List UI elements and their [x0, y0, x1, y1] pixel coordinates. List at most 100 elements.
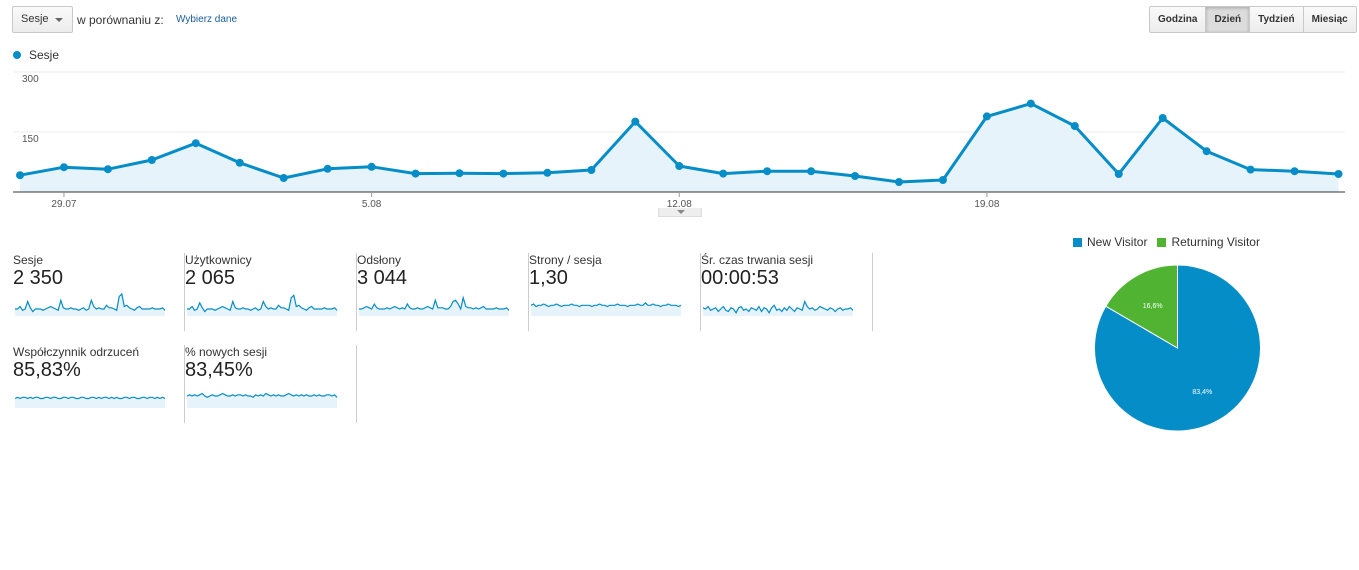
metric-tile-bounce-rate[interactable]: Współczynnik odrzuceń 85,83% — [13, 345, 185, 423]
chevron-down-icon — [677, 210, 685, 214]
legend-swatch — [1157, 237, 1167, 247]
legend-item-returning-visitor[interactable]: Returning Visitor — [1157, 235, 1260, 249]
data-point[interactable] — [851, 172, 860, 180]
visitor-type-pie-chart[interactable]: 83,4% 16,6% — [1090, 262, 1265, 437]
period-button-day[interactable]: Dzień — [1206, 7, 1251, 32]
metric-value: 3 044 — [357, 267, 408, 289]
data-point[interactable] — [1026, 99, 1035, 108]
data-point[interactable] — [1334, 170, 1343, 178]
metric-label: Śr. czas trwania sesji — [701, 253, 814, 267]
sparkline-line — [531, 301, 682, 308]
pie-slice-returning-visitor[interactable] — [1105, 264, 1178, 349]
sparkline-line — [15, 396, 166, 400]
pie-slice-label: 83,4% — [1192, 389, 1212, 396]
data-point[interactable] — [59, 163, 68, 172]
data-point[interactable] — [16, 171, 24, 180]
sparkline-line — [703, 299, 854, 314]
sessions-line-chart[interactable]: 300 150 29.07 5.08 12.08 19.08 — [0, 66, 1359, 208]
period-switcher: Godzina Dzień Tydzień Miesiąc — [1149, 6, 1357, 33]
x-tick-label: 5.08 — [362, 199, 382, 208]
metric-tile-sessions[interactable]: Sesje 2 350 — [13, 253, 185, 331]
data-point[interactable] — [895, 178, 903, 186]
data-point[interactable] — [1202, 147, 1211, 156]
data-point[interactable] — [279, 174, 288, 182]
period-button-week[interactable]: Tydzień — [1250, 7, 1304, 32]
x-tick-label: 19.08 — [974, 199, 999, 208]
tile-divider — [356, 345, 357, 423]
metric-select-value: Sesje — [21, 13, 49, 25]
data-point[interactable] — [763, 167, 772, 176]
sparkline-area — [187, 393, 337, 408]
data-point[interactable] — [323, 164, 332, 173]
data-point[interactable] — [982, 112, 991, 121]
metric-tile-users[interactable]: Użytkownicy 2 065 — [185, 253, 357, 331]
data-point[interactable] — [675, 162, 684, 170]
choose-data-link[interactable]: Wybierz dane — [176, 14, 238, 25]
data-point[interactable] — [411, 169, 420, 178]
sparkline — [15, 396, 166, 408]
data-point[interactable] — [1114, 170, 1123, 178]
tile-divider — [872, 253, 873, 331]
sparkline-area — [703, 301, 853, 316]
sparkline-area — [359, 297, 509, 316]
series-area — [20, 103, 1339, 192]
data-point[interactable] — [235, 158, 244, 167]
sparkline-line — [15, 292, 166, 313]
metric-tile-avg-session-duration[interactable]: Śr. czas trwania sesji 00:00:53 — [701, 253, 873, 331]
metric-label: Współczynnik odrzuceń — [13, 345, 140, 359]
pie-slice-label: 16,6% — [1143, 303, 1163, 310]
tile-divider — [356, 253, 357, 331]
sparkline-area — [15, 397, 165, 408]
series-points — [16, 99, 1343, 186]
metric-label: Odsłony — [357, 253, 402, 267]
data-point[interactable] — [1246, 165, 1255, 174]
data-point[interactable] — [938, 176, 947, 184]
data-point[interactable] — [499, 169, 508, 178]
compare-label: w porównaniu z: — [77, 13, 164, 27]
y-tick-label: 300 — [22, 74, 39, 85]
legend-item-new-visitor[interactable]: New Visitor — [1073, 235, 1147, 249]
sparkline — [703, 299, 854, 316]
data-point[interactable] — [1158, 114, 1167, 122]
x-tick-label: 12.08 — [667, 199, 692, 208]
sparkline-line — [359, 295, 510, 311]
series-dot-icon — [13, 51, 21, 59]
x-tick-label: 29.07 — [51, 199, 76, 208]
legend-label: Sesje — [29, 48, 60, 62]
data-point[interactable] — [631, 117, 640, 126]
data-point[interactable] — [543, 168, 552, 177]
period-button-hour[interactable]: Godzina — [1150, 7, 1207, 32]
chevron-down-icon — [55, 18, 63, 22]
sparkline-area — [531, 302, 681, 316]
chart-legend[interactable]: Sesje — [13, 48, 59, 62]
data-point[interactable] — [1290, 167, 1299, 176]
metric-tile-pages-per-session[interactable]: Strony / sesja 1,30 — [529, 253, 701, 331]
metric-tile-pageviews[interactable]: Odsłony 3 044 — [357, 253, 529, 331]
metric-label: % nowych sesji — [185, 345, 268, 359]
sparkline — [187, 392, 338, 408]
data-point[interactable] — [587, 166, 596, 174]
metric-select[interactable]: Sesje — [12, 6, 73, 33]
metric-value: 2 350 — [13, 267, 64, 289]
data-point[interactable] — [147, 156, 156, 164]
metric-label: Sesje — [13, 253, 44, 267]
sparkline — [359, 295, 510, 316]
tile-divider — [700, 253, 701, 331]
x-axis-ticks: 29.07 5.08 12.08 19.08 — [51, 192, 1000, 208]
sparkline — [15, 292, 166, 316]
period-button-month[interactable]: Miesiąc — [1303, 7, 1356, 32]
sparkline — [531, 301, 682, 316]
legend-swatch — [1073, 237, 1082, 247]
data-point[interactable] — [367, 162, 376, 171]
data-point[interactable] — [807, 167, 816, 176]
legend-label: New Visitor — [1087, 235, 1148, 249]
data-point[interactable] — [103, 165, 112, 174]
pie-legend: New Visitor Returning Visitor — [1073, 235, 1270, 249]
collapse-chart-tab[interactable] — [658, 208, 702, 217]
data-point[interactable] — [455, 169, 464, 178]
data-point[interactable] — [191, 139, 200, 148]
metric-tile-new-sessions[interactable]: % nowych sesji 83,45% — [185, 345, 357, 423]
data-point[interactable] — [1070, 122, 1079, 130]
metric-label: Strony / sesja — [529, 253, 602, 267]
data-point[interactable] — [719, 169, 728, 178]
